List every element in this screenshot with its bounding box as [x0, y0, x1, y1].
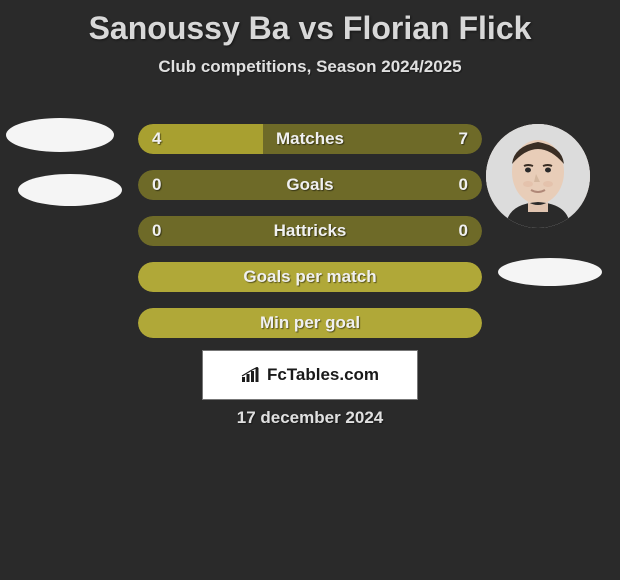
player-right-shape	[498, 258, 602, 286]
stat-bar: Hattricks0 0	[138, 216, 482, 246]
bar-label: Matches	[138, 124, 482, 154]
bar-label: Min per goal	[138, 308, 482, 338]
branding-badge: FcTables.com	[202, 350, 418, 400]
bar-value-left: 0	[152, 170, 161, 200]
stat-bar: Goals0 0	[138, 170, 482, 200]
date-label: 17 december 2024	[0, 408, 620, 428]
comparison-bars: Matches47Goals00Hattricks00Goals per mat…	[138, 124, 482, 354]
chart-icon	[241, 367, 261, 383]
page-title: Sanoussy Ba vs Florian Flick	[0, 0, 620, 47]
bar-value-left: 0	[152, 216, 161, 246]
stat-bar: Matches4 7	[138, 124, 482, 154]
face-icon	[486, 124, 590, 228]
bar-value-right: 0	[459, 216, 468, 246]
player-left-shape-2	[18, 174, 122, 206]
stat-bar: Min per goal	[138, 308, 482, 338]
player-right-avatar	[486, 124, 590, 228]
bar-value-left: 4	[152, 124, 161, 154]
bar-label: Goals per match	[138, 262, 482, 292]
bar-value-right: 7	[459, 124, 468, 154]
comparison-card: Sanoussy Ba vs Florian Flick Club compet…	[0, 0, 620, 580]
bar-label: Goals	[138, 170, 482, 200]
stat-bar: Goals per match	[138, 262, 482, 292]
branding-text: FcTables.com	[267, 365, 379, 385]
bar-value-right: 0	[459, 170, 468, 200]
bar-label: Hattricks	[138, 216, 482, 246]
subtitle: Club competitions, Season 2024/2025	[0, 57, 620, 77]
player-left-shape-1	[6, 118, 114, 152]
